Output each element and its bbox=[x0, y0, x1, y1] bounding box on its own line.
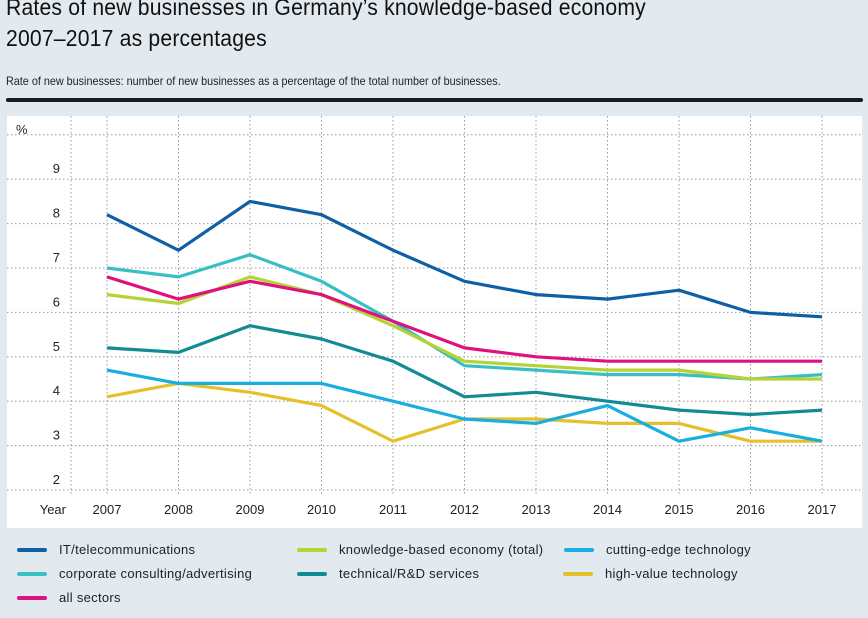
x-tick-label: 2007 bbox=[93, 502, 122, 517]
x-tick-label: 2012 bbox=[450, 502, 479, 517]
y-tick-label: 9 bbox=[53, 161, 60, 176]
y-tick-label: 3 bbox=[53, 428, 60, 443]
legend-swatch bbox=[17, 571, 47, 576]
x-tick-label: 2014 bbox=[593, 502, 622, 517]
y-axis-ticks: 2 3 4 5 6 7 8 9% bbox=[16, 122, 60, 487]
legend-item-it: IT/telecommunications bbox=[17, 542, 195, 557]
series-line-all-sectors bbox=[106, 275, 822, 363]
series-line-it-telecommunications bbox=[106, 199, 823, 319]
series-lines bbox=[106, 199, 823, 443]
legend-label: high-value technology bbox=[605, 566, 738, 581]
y-tick-label: 2 bbox=[53, 472, 60, 487]
title-line-2: 2007–2017 as percentages bbox=[6, 25, 267, 51]
legend-item-technical-rd: technical/R&D services bbox=[297, 566, 479, 581]
legend-swatch bbox=[297, 571, 327, 576]
x-tick-label: 2016 bbox=[736, 502, 765, 517]
legend-swatch bbox=[563, 571, 593, 576]
chart-title: Rates of new businesses in Germany’s kno… bbox=[6, 0, 646, 54]
legend-label: corporate consulting/advertising bbox=[59, 566, 253, 581]
legend-item-cutting-edge: cutting-edge technology bbox=[564, 542, 751, 557]
legend-swatch bbox=[17, 595, 47, 600]
legend-label: technical/R&D services bbox=[339, 566, 480, 581]
y-axis-unit-label: % bbox=[16, 122, 28, 137]
x-tick-label: 2015 bbox=[665, 502, 694, 517]
y-tick-label: 7 bbox=[53, 250, 60, 265]
x-tick-label: 2010 bbox=[307, 502, 336, 517]
x-axis-label: Year bbox=[40, 502, 67, 517]
y-tick-label: 5 bbox=[53, 339, 60, 354]
x-tick-label: 2011 bbox=[379, 502, 407, 517]
series-line-corporate-consulting-advertising bbox=[106, 253, 823, 381]
legend-item-consulting: corporate consulting/advertising bbox=[17, 566, 252, 581]
x-axis-ticks: Year 2007 2008 2009 2010 2011 2012 2013 2014 2015… bbox=[40, 502, 837, 517]
x-tick-label: 2013 bbox=[522, 502, 551, 517]
legend: IT/telecommunications corporate consulti… bbox=[0, 538, 868, 618]
series-line-cutting-edge-technology bbox=[106, 368, 823, 443]
y-tick-label: 6 bbox=[53, 294, 60, 309]
legend-label: all sectors bbox=[59, 590, 121, 605]
chart-panel bbox=[7, 116, 862, 528]
title-line-1: Rates of new businesses in Germany’s kno… bbox=[6, 0, 646, 20]
legend-item-high-value: high-value technology bbox=[563, 566, 738, 581]
x-tick-label: 2017 bbox=[808, 502, 837, 517]
chart-subtitle: Rate of new businesses: number of new bu… bbox=[6, 74, 501, 88]
legend-label: knowledge-based economy (total) bbox=[339, 542, 544, 557]
series-line-technical-r-d-services bbox=[106, 324, 823, 417]
y-tick-label: 8 bbox=[53, 206, 60, 221]
legend-label: IT/telecommunications bbox=[59, 542, 196, 557]
legend-swatch bbox=[297, 547, 327, 552]
x-tick-label: 2009 bbox=[236, 502, 265, 517]
legend-item-kbe-total: knowledge-based economy (total) bbox=[297, 542, 543, 557]
line-chart: 2 3 4 5 6 7 8 9% Year 2007 2008 2009 2010 2011 2012 20… bbox=[7, 116, 862, 517]
legend-label: cutting-edge technology bbox=[606, 542, 751, 557]
y-tick-label: 4 bbox=[53, 383, 60, 398]
legend-item-all-sectors: all sectors bbox=[17, 590, 121, 605]
legend-swatch bbox=[564, 547, 594, 552]
x-tick-label: 2008 bbox=[164, 502, 193, 517]
legend-swatch bbox=[17, 547, 47, 552]
header-divider bbox=[6, 98, 863, 102]
